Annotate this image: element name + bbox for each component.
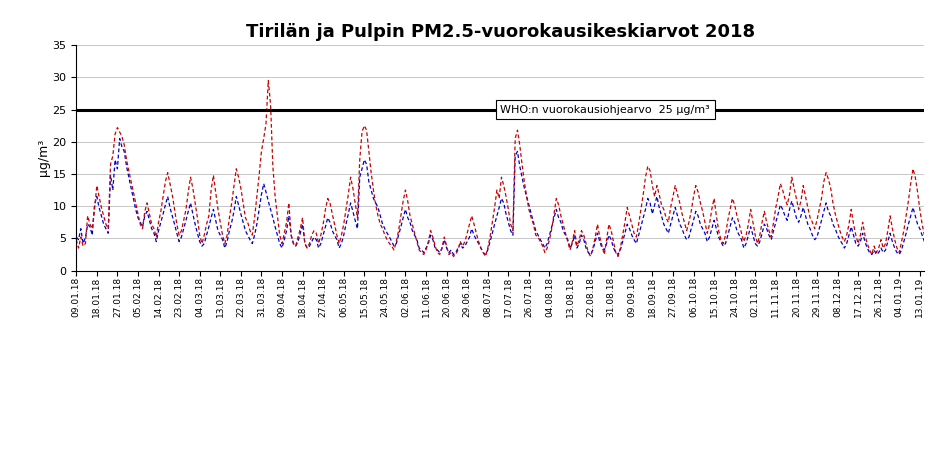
Text: WHO:n vuorokausiohjearvo  25 μg/m³: WHO:n vuorokausiohjearvo 25 μg/m³ — [500, 105, 709, 115]
Y-axis label: μg/m³: μg/m³ — [36, 139, 50, 176]
Title: Tirilän ja Pulpin PM2.5-vuorokausikeskiarvot 2018: Tirilän ja Pulpin PM2.5-vuorokausikeskia… — [246, 23, 754, 41]
